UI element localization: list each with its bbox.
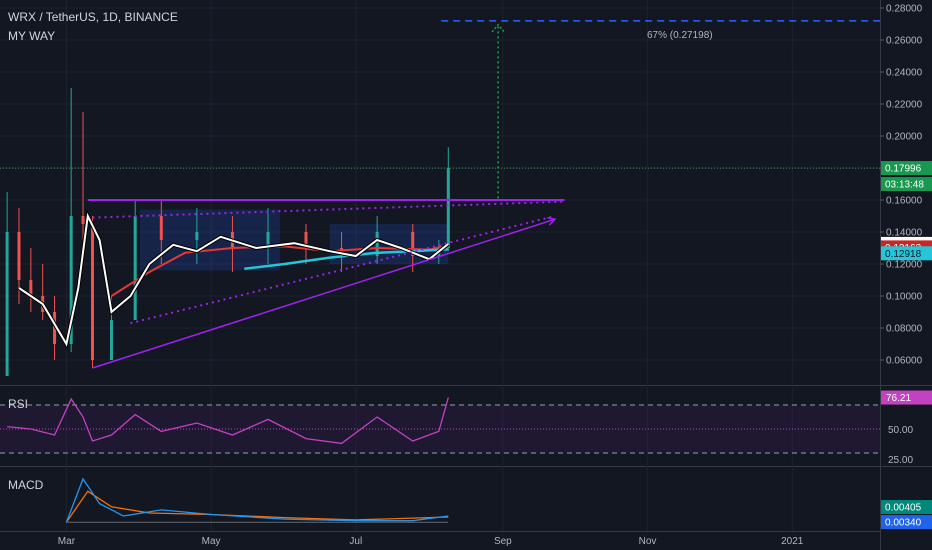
- macd-value-label: 0.00340: [885, 518, 922, 529]
- time-tick-label: Sep: [494, 536, 512, 547]
- macd-title: MACD: [8, 478, 44, 492]
- macd-pane[interactable]: [65, 477, 449, 523]
- price-tick-label: 0.14000: [886, 228, 923, 239]
- rsi-tick-label: 25.00: [888, 455, 913, 466]
- time-tick-label: May: [202, 536, 221, 547]
- study-name: MY WAY: [8, 29, 55, 43]
- price-tag-bg: [881, 177, 932, 192]
- axes: 0.06000 0.08000 0.10000 0.12000 0.14000 0.160…: [58, 4, 932, 547]
- rsi-value-label: 76.21: [886, 393, 911, 404]
- candle-body: [304, 232, 308, 248]
- symbol-title: WRX / TetherUS, 1D, BINANCE: [8, 10, 178, 24]
- price-tick-label: 0.22000: [886, 100, 923, 111]
- candle-body: [69, 216, 73, 344]
- candle-body: [91, 224, 95, 360]
- candle-body: [195, 232, 199, 240]
- macd-value-tag: [881, 515, 932, 530]
- upper-dotted-trendline: [92, 200, 565, 219]
- price-tick-label: 0.26000: [886, 36, 923, 47]
- candle-body: [109, 320, 113, 360]
- price-tick-label: 0.08000: [886, 324, 923, 335]
- rsi-value-tag: [881, 390, 932, 405]
- price-tick-label: 0.10000: [886, 292, 923, 303]
- candle-body: [81, 216, 85, 224]
- candle-body: [53, 312, 57, 344]
- lower-dotted-trendline: [130, 215, 556, 325]
- candle-body: [29, 280, 33, 296]
- price-tag-bg: [881, 246, 932, 261]
- support-trendline: [92, 218, 556, 369]
- price-tag-label: 0.17996: [885, 164, 922, 175]
- candle-body: [159, 216, 163, 240]
- rsi-pane[interactable]: [0, 397, 880, 454]
- time-tick-label: 2021: [781, 536, 804, 547]
- time-tick-label: Nov: [639, 536, 657, 547]
- target-label: 67% (0.27198): [647, 30, 713, 41]
- time-tick-label: Mar: [58, 536, 76, 547]
- projection-arrowhead: [491, 23, 505, 33]
- price-tick-label: 0.16000: [886, 196, 923, 207]
- price-pane[interactable]: 67% (0.27198): [0, 20, 880, 376]
- candle-body: [17, 232, 21, 280]
- consolidation-box: [139, 209, 280, 271]
- rsi-title: RSI: [8, 397, 28, 411]
- candle-body: [411, 232, 415, 256]
- price-tick-label: 0.12000: [886, 260, 923, 271]
- ma-white-line: [18, 212, 449, 347]
- rsi-line: [7, 397, 449, 445]
- price-tag-bg: [881, 161, 932, 176]
- candle-body: [5, 232, 9, 376]
- candle-body: [266, 232, 270, 248]
- price-tag-label: 0.12918: [885, 249, 922, 260]
- price-tick-label: 0.06000: [886, 356, 923, 367]
- macd-value-label: 0.00405: [885, 503, 922, 514]
- macd-line: [65, 477, 449, 523]
- time-tick-label: Jul: [349, 536, 362, 547]
- price-tick-label: 0.20000: [886, 132, 923, 143]
- support-arrowhead: [547, 216, 557, 226]
- legends: WRX / TetherUS, 1D, BINANCE MY WAY RSI M…: [8, 10, 178, 492]
- macd-value-tag: [881, 500, 932, 515]
- candle-body: [375, 232, 379, 256]
- price-tick-label: 0.28000: [886, 4, 923, 15]
- rsi-tick-label: 50.00: [888, 425, 913, 436]
- macd-signal-line: [65, 490, 449, 523]
- candle-body: [133, 216, 137, 320]
- candle-body: [446, 168, 450, 248]
- price-tick-label: 0.24000: [886, 68, 923, 79]
- price-tag-label: 03:13:48: [885, 180, 924, 191]
